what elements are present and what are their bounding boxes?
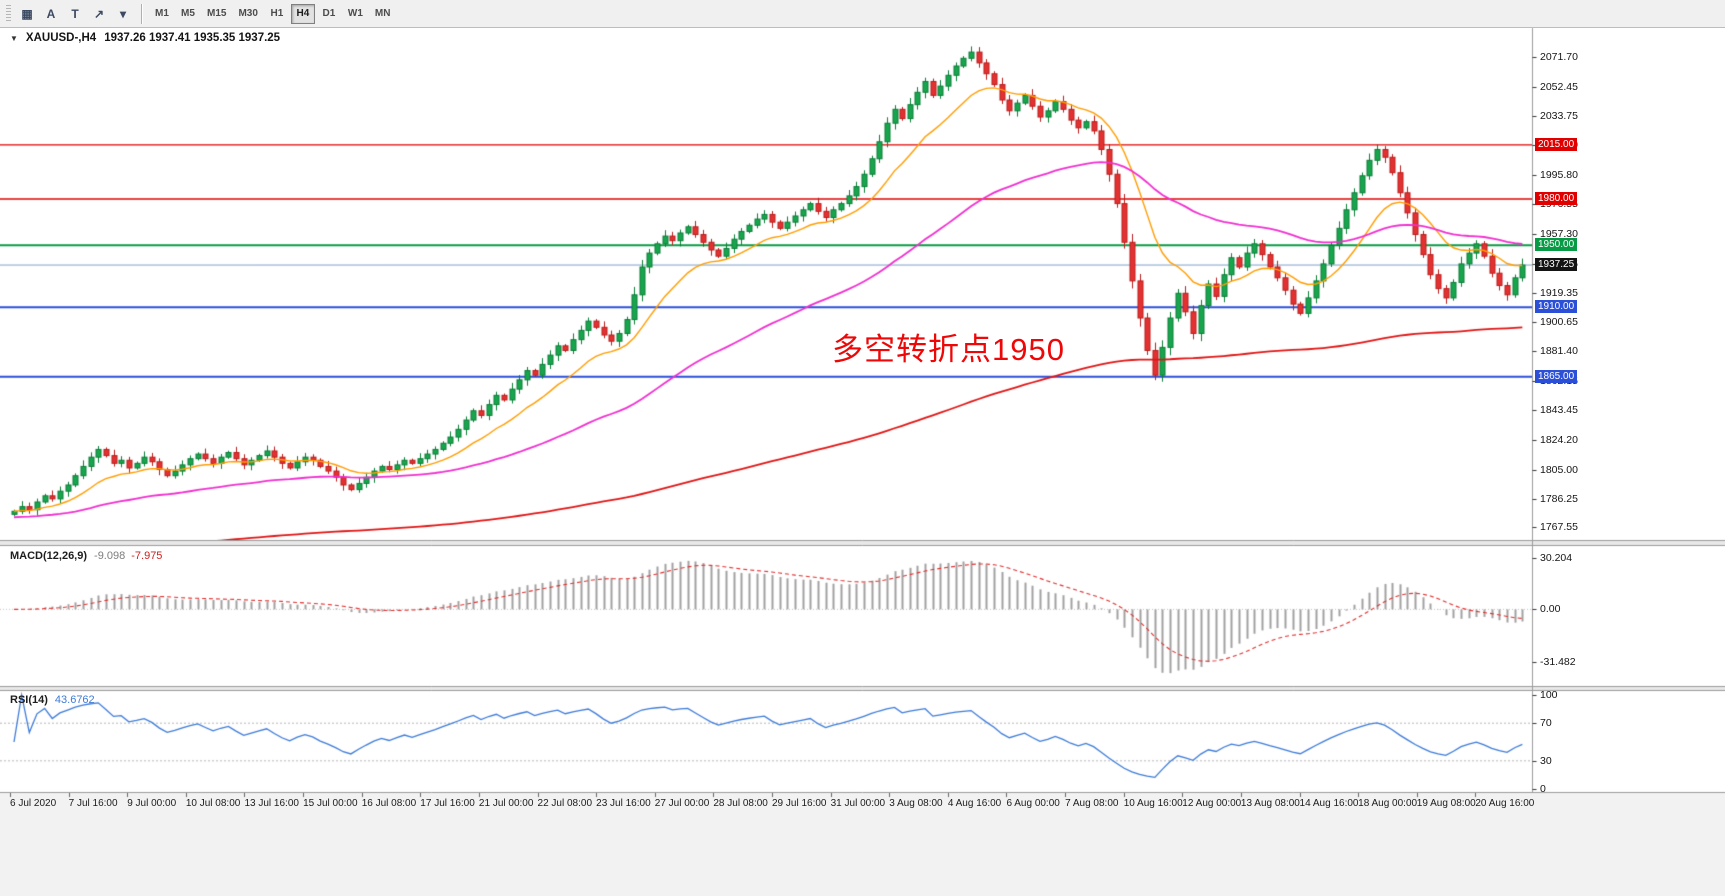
macd-axis-label: 30.204 xyxy=(1540,552,1573,565)
time-axis-label: 7 Aug 08:00 xyxy=(1065,798,1119,809)
toolbar-separator xyxy=(141,3,143,24)
timeframe-button-m15[interactable]: M15 xyxy=(202,4,231,24)
macd-indicator-label: MACD(12,26,9) -9.098 -7.975 xyxy=(10,550,162,562)
macd-axis-label: 0.00 xyxy=(1540,603,1561,616)
hline-price-tag: 1865.00 xyxy=(1535,369,1578,383)
macd-name: MACD(12,26,9) xyxy=(10,550,88,562)
arrow-tool-dropdown-icon[interactable]: ▾ xyxy=(112,4,134,24)
time-axis-label: 9 Jul 00:00 xyxy=(127,798,177,809)
macd-signal-value: -7.975 xyxy=(131,550,163,562)
rsi-name: RSI(14) xyxy=(10,694,48,706)
chart-symbol-label: ▼ XAUUSD-,H4 1937.26 1937.41 1935.35 193… xyxy=(10,32,280,44)
hline-price-tag: 1980.00 xyxy=(1535,191,1578,205)
macd-axis: 30.204 0.00 -31.482 xyxy=(1533,546,1725,686)
toolbar-drag-handle[interactable] xyxy=(6,4,11,23)
time-axis-label: 29 Jul 16:00 xyxy=(772,798,827,809)
timeframe-button-mn[interactable]: MN xyxy=(370,4,396,24)
time-axis-label: 6 Aug 00:00 xyxy=(1006,798,1060,809)
macd-main-value: -9.098 xyxy=(94,550,126,562)
timeframe-button-m1[interactable]: M1 xyxy=(150,4,174,24)
price-axis-label: 1805.00 xyxy=(1540,463,1578,476)
timeframe-button-w1[interactable]: W1 xyxy=(343,4,368,24)
current-price-tag: 1937.25 xyxy=(1535,258,1578,272)
time-axis-label: 12 Aug 00:00 xyxy=(1182,798,1242,809)
time-axis-label: 10 Jul 08:00 xyxy=(185,798,241,809)
timeframe-button-m5[interactable]: M5 xyxy=(176,4,200,24)
one-click-collapse-icon[interactable]: ▼ xyxy=(10,33,18,43)
time-axis-label: 27 Jul 00:00 xyxy=(654,798,710,809)
price-axis-label: 2033.75 xyxy=(1540,109,1578,122)
time-axis-label: 15 Jul 00:00 xyxy=(303,798,358,809)
timeframe-button-d1[interactable]: D1 xyxy=(317,4,341,24)
time-axis-label: 6 Jul 2020 xyxy=(10,798,57,809)
symbol-period-text: XAUUSD-,H4 xyxy=(25,32,97,44)
chart-annotation-text[interactable]: 多空转折点1950 xyxy=(832,332,1065,367)
time-axis-label: 19 Aug 08:00 xyxy=(1416,798,1476,809)
rsi-value: 43.6762 xyxy=(54,694,95,706)
price-axis-label: 1957.30 xyxy=(1540,228,1578,241)
timeframe-toolbar: M1 M5 M15 M30 H1 H4 D1 W1 MN xyxy=(149,3,396,24)
price-axis-label: 1843.45 xyxy=(1540,404,1578,417)
rsi-axis-label: 0 xyxy=(1540,783,1546,795)
toolbar: ▦ A T ↗ ▾ M1 M5 M15 M30 H1 H4 D1 W1 MN xyxy=(0,0,1725,28)
time-axis-label: 22 Jul 08:00 xyxy=(537,798,593,809)
time-axis-label: 28 Jul 08:00 xyxy=(713,798,768,809)
time-axis-label: 31 Jul 00:00 xyxy=(830,798,886,809)
rsi-axis-label: 100 xyxy=(1540,689,1558,701)
time-axis-label: 17 Jul 16:00 xyxy=(420,798,475,809)
rsi-axis: 100 70 30 0 xyxy=(1533,689,1725,795)
price-axis-label: 1824.20 xyxy=(1540,433,1578,446)
arrow-tool-icon[interactable]: ↗ xyxy=(88,4,110,24)
macd-axis-label: -31.482 xyxy=(1540,656,1576,669)
time-axis-label: 18 Aug 00:00 xyxy=(1358,798,1418,809)
time-axis-label: 21 Jul 00:00 xyxy=(478,798,534,809)
time-axis-label: 16 Jul 08:00 xyxy=(361,798,417,809)
time-axis[interactable]: 6 Jul 2020 7 Jul 16:00 9 Jul 00:00 10 Jul 0… xyxy=(0,793,1725,896)
price-axis-label: 1900.65 xyxy=(1540,315,1578,328)
hline-price-tag: 2015.00 xyxy=(1535,137,1578,151)
time-axis-label: 13 Aug 08:00 xyxy=(1240,798,1300,809)
text-label-tool-icon[interactable]: T xyxy=(64,4,86,24)
price-axis-label: 1881.40 xyxy=(1540,345,1578,358)
ohlc-quote-text: 1937.26 1937.41 1935.35 1937.25 xyxy=(104,32,281,44)
rsi-axis-label: 70 xyxy=(1540,717,1552,730)
time-axis-label: 4 Aug 16:00 xyxy=(947,798,1002,809)
price-axis-label: 2052.45 xyxy=(1540,80,1578,93)
text-tool-icon[interactable]: A xyxy=(40,4,62,24)
price-axis-label: 1995.80 xyxy=(1540,168,1578,181)
time-axis-label: 10 Aug 16:00 xyxy=(1123,798,1183,809)
hline-price-tag: 1950.00 xyxy=(1535,238,1578,252)
price-axis-label: 1919.35 xyxy=(1540,286,1578,299)
time-axis-label: 20 Aug 16:00 xyxy=(1475,798,1535,809)
price-axis-label: 2071.70 xyxy=(1540,51,1578,64)
tool-icon-group: ▦ A T ↗ ▾ xyxy=(15,4,135,24)
hline-price-tag: 1910.00 xyxy=(1535,300,1578,314)
timeframe-button-h4[interactable]: H4 xyxy=(290,3,315,24)
rsi-axis-label: 30 xyxy=(1540,754,1552,767)
time-axis-label: 14 Aug 16:00 xyxy=(1299,798,1359,809)
price-axis-label: 1786.25 xyxy=(1540,492,1578,505)
timeframe-button-h1[interactable]: H1 xyxy=(265,4,289,24)
time-axis-label: 13 Jul 16:00 xyxy=(244,798,299,809)
price-axis-label: 1767.55 xyxy=(1540,521,1578,534)
time-axis-label: 3 Aug 08:00 xyxy=(889,798,943,809)
price-axis[interactable]: 2071.702052.452033.752014.801995.801976.… xyxy=(1533,28,1725,792)
tile-windows-icon[interactable]: ▦ xyxy=(16,4,38,24)
timeframe-button-m30[interactable]: M30 xyxy=(233,4,262,24)
rsi-indicator-label: RSI(14) 43.6762 xyxy=(10,694,95,706)
time-axis-label: 23 Jul 16:00 xyxy=(596,798,651,809)
time-axis-label: 7 Jul 16:00 xyxy=(68,798,118,809)
